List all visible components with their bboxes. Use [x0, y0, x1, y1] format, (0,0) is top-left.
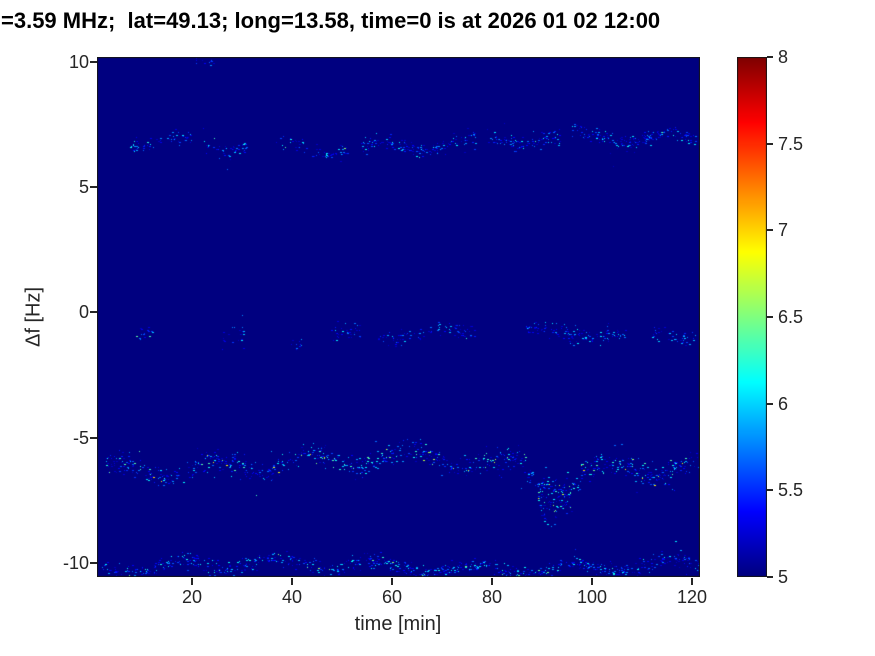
y-tick-mark [90, 186, 97, 189]
y-tick-label: 5 [78, 177, 89, 198]
colorbar-tick-mark [767, 402, 773, 405]
x-tick-mark [591, 578, 593, 585]
x-tick-label: 20 [181, 587, 203, 607]
y-tick-mark [90, 61, 97, 63]
heatmap-canvas [97, 57, 700, 577]
colorbar-tick-label: 6.5 [778, 307, 804, 327]
colorbar-tick-label: 5 [778, 567, 789, 587]
colorbar-tick-mark [767, 142, 773, 145]
y-tick-label: 0 [78, 302, 89, 323]
x-tick-mark [291, 578, 293, 585]
y-tick-label: -5 [72, 427, 89, 448]
colorbar-tick-mark [767, 56, 773, 58]
colorbar-tick-mark [767, 576, 773, 578]
x-tick-label: 60 [381, 587, 403, 607]
colorbar-tick-label: 5.5 [778, 480, 804, 501]
colorbar-tick-mark [767, 316, 773, 318]
colorbar-canvas [737, 57, 767, 577]
y-tick-mark [90, 436, 97, 439]
colorbar-tick-label: 6 [778, 393, 789, 414]
x-tick-mark [691, 578, 693, 585]
colorbar-tick-label: 7.5 [778, 133, 804, 154]
colorbar-tick-mark [767, 229, 773, 232]
y-tick-label: 10 [68, 52, 89, 72]
x-axis-label: time [min] [354, 613, 442, 635]
x-tick-label: 100 [576, 587, 608, 607]
y-tick-label: -10 [62, 552, 89, 573]
y-tick-mark [90, 311, 97, 314]
y-tick-mark [90, 561, 97, 564]
colorbar-tick-label: 7 [778, 220, 789, 241]
x-tick-mark [191, 578, 193, 585]
colorbar-tick-mark [767, 489, 773, 492]
x-tick-label: 80 [481, 587, 503, 607]
x-tick-mark [391, 578, 393, 585]
x-tick-mark [491, 578, 493, 585]
colorbar-tick-label: 8 [778, 47, 789, 67]
chart-title: =3.59 MHz; lat=49.13; long=13.58, time=0… [1, 8, 661, 33]
x-tick-label: 120 [676, 587, 708, 607]
x-tick-label: 40 [281, 587, 303, 607]
